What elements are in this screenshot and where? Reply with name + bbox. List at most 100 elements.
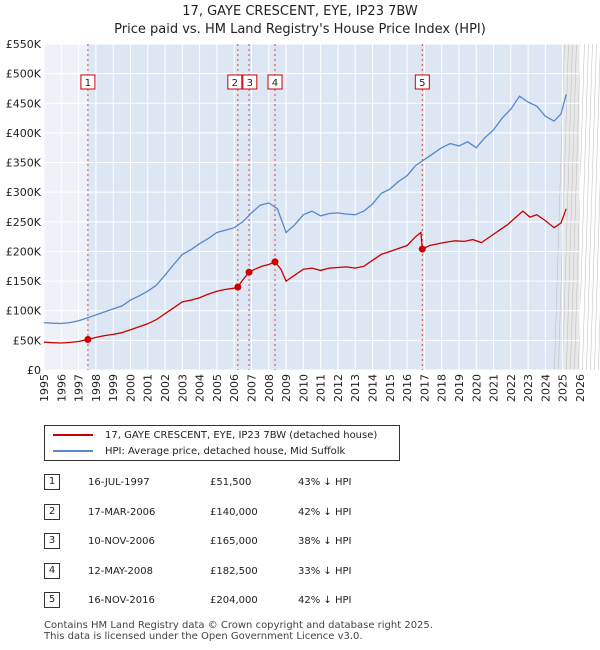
- legend-swatch-property: [53, 434, 93, 436]
- transaction-price-label: £204,000: [210, 595, 258, 606]
- ownership-band-4: [274, 44, 423, 370]
- transaction-date: 10-NOV-2006: [88, 536, 155, 547]
- transaction-row: 1 16-JUL-1997 £51,500 43% ↓ HPI: [44, 474, 564, 494]
- marker-label-box-3: [242, 74, 258, 90]
- x-tick-label: 2012: [332, 374, 345, 402]
- y-tick-label: £200K: [6, 245, 42, 258]
- x-tick-label: 2000: [124, 374, 137, 402]
- transaction-date: 16-JUL-1997: [88, 477, 150, 488]
- x-tick-label: 2001: [142, 374, 155, 402]
- x-tick-label: 1999: [107, 374, 120, 402]
- transaction-point-1: [84, 335, 92, 343]
- transaction-hpi: 42% ↓ HPI: [298, 595, 352, 606]
- forecast-hatch: [586, 43, 597, 371]
- transaction-point-4: [271, 258, 279, 266]
- transaction-date: 12-MAY-2008: [88, 565, 154, 577]
- ownership-band-2: [237, 44, 250, 370]
- legend-item-hpi: HPI: Average price, detached house, Mid …: [53, 444, 345, 458]
- chart-subtitle: Price paid vs. HM Land Registry's House …: [114, 22, 486, 37]
- x-tick-label: 2026: [574, 374, 587, 402]
- x-tick-label: 2008: [263, 374, 276, 402]
- forecast-hatch: [570, 43, 581, 371]
- transaction-row: 4 12-MAY-2008 £182,500 33% ↓ HPI: [44, 562, 564, 583]
- forecast-hatch: [558, 43, 569, 371]
- forecast-region: [564, 44, 580, 370]
- x-tick-label: 2025: [557, 374, 570, 402]
- transaction-number: 3: [44, 533, 60, 549]
- x-tick-label: 2010: [297, 374, 310, 402]
- x-tick-label: 1997: [73, 374, 86, 402]
- marker-label-2: 2: [232, 78, 238, 89]
- y-tick-label: £0: [27, 364, 41, 377]
- legend-item-property: 17, GAYE CRESCENT, EYE, IP23 7BW (detach…: [53, 428, 377, 442]
- ownership-band-3: [249, 44, 275, 370]
- x-tick-label: 2011: [315, 374, 328, 402]
- y-tick-label: £50K: [13, 334, 42, 347]
- legend-label-hpi: HPI: Average price, detached house, Mid …: [105, 445, 346, 457]
- transaction-hpi: 33% ↓ HPI: [298, 565, 352, 577]
- x-tick-label: 2007: [245, 374, 258, 402]
- x-tick-label: 1996: [55, 374, 68, 402]
- transaction-price-label: £165,000: [210, 536, 258, 547]
- transaction-point-2: [234, 283, 242, 291]
- x-tick-label: 2020: [470, 374, 483, 402]
- y-tick-label: £300K: [6, 186, 42, 199]
- x-tick-label: 1995: [38, 374, 51, 402]
- x-tick-label: 2024: [539, 374, 552, 402]
- marker-label-box-5: [414, 74, 430, 90]
- x-tick-label: 2002: [159, 374, 172, 402]
- marker-label-box-2: [227, 74, 243, 90]
- x-tick-label: 1998: [90, 374, 103, 402]
- footer-copyright: Contains HM Land Registry data © Crown c…: [44, 620, 433, 631]
- x-tick-label: 2014: [367, 374, 380, 402]
- transaction-hpi: 38% ↓ HPI: [298, 536, 352, 547]
- transaction-number: 2: [44, 503, 60, 520]
- transaction-date: 16-NOV-2016: [88, 595, 155, 606]
- transaction-row: 5 16-NOV-2016 £204,000 42% ↓ HPI: [44, 592, 564, 612]
- x-tick-label: 2004: [194, 374, 207, 402]
- transaction-price-label: £182,500: [210, 565, 258, 577]
- y-tick-label: £450K: [6, 97, 42, 110]
- legend-label-property: 17, GAYE CRESCENT, EYE, IP23 7BW (detach…: [105, 429, 378, 441]
- x-tick-label: 2006: [228, 374, 241, 402]
- marker-label-box-4: [267, 74, 283, 90]
- forecast-hatch: [566, 43, 577, 371]
- x-tick-label: 2018: [436, 374, 449, 402]
- forecast-hatch: [582, 43, 593, 371]
- y-tick-label: £400K: [6, 127, 42, 140]
- x-tick-label: 2015: [384, 374, 397, 402]
- x-tick-label: 2013: [349, 374, 362, 402]
- marker-label-4: 4: [272, 78, 278, 89]
- transaction-hpi: 43% ↓ HPI: [298, 477, 352, 488]
- series-line-hpi: [43, 94, 567, 325]
- transaction-row: 2 17-MAR-2006 £140,000 42% ↓ HPI: [44, 503, 564, 524]
- series-line-property: [43, 208, 567, 344]
- marker-label-box-1: [80, 74, 96, 90]
- x-tick-label: 2009: [280, 374, 293, 402]
- forecast-hatch: [562, 43, 573, 371]
- transaction-date: 17-MAR-2006: [88, 506, 156, 518]
- transaction-hpi: 42% ↓ HPI: [298, 506, 352, 518]
- y-tick-label: £100K: [6, 305, 42, 318]
- legend-swatch-hpi: [53, 450, 93, 452]
- legend: 17, GAYE CRESCENT, EYE, IP23 7BW (detach…: [44, 425, 400, 461]
- x-tick-label: 2003: [176, 374, 189, 402]
- y-tick-label: £550K: [6, 38, 42, 51]
- x-tick-label: 2019: [453, 374, 466, 402]
- transaction-number: 5: [44, 592, 60, 608]
- price-chart: £0 £50K £100K £150K £200K £250K £300K £350K £400…: [6, 38, 600, 402]
- x-tick-label: 2022: [505, 374, 518, 402]
- transaction-row: 3 10-NOV-2006 £165,000 38% ↓ HPI: [44, 533, 564, 553]
- ownership-band-1: [87, 44, 238, 370]
- y-tick-label: £150K: [6, 275, 42, 288]
- y-tick-label: £250K: [6, 216, 42, 229]
- marker-label-5: 5: [419, 78, 425, 89]
- forecast-hatch: [574, 43, 585, 371]
- x-tick-label: 2023: [522, 374, 535, 402]
- y-tick-label: £350K: [6, 157, 42, 170]
- transaction-number: 4: [44, 562, 60, 579]
- forecast-hatch: [594, 180, 600, 371]
- marker-label-1: 1: [85, 78, 91, 89]
- forecast-hatch: [590, 50, 600, 371]
- transaction-point-3: [245, 268, 253, 276]
